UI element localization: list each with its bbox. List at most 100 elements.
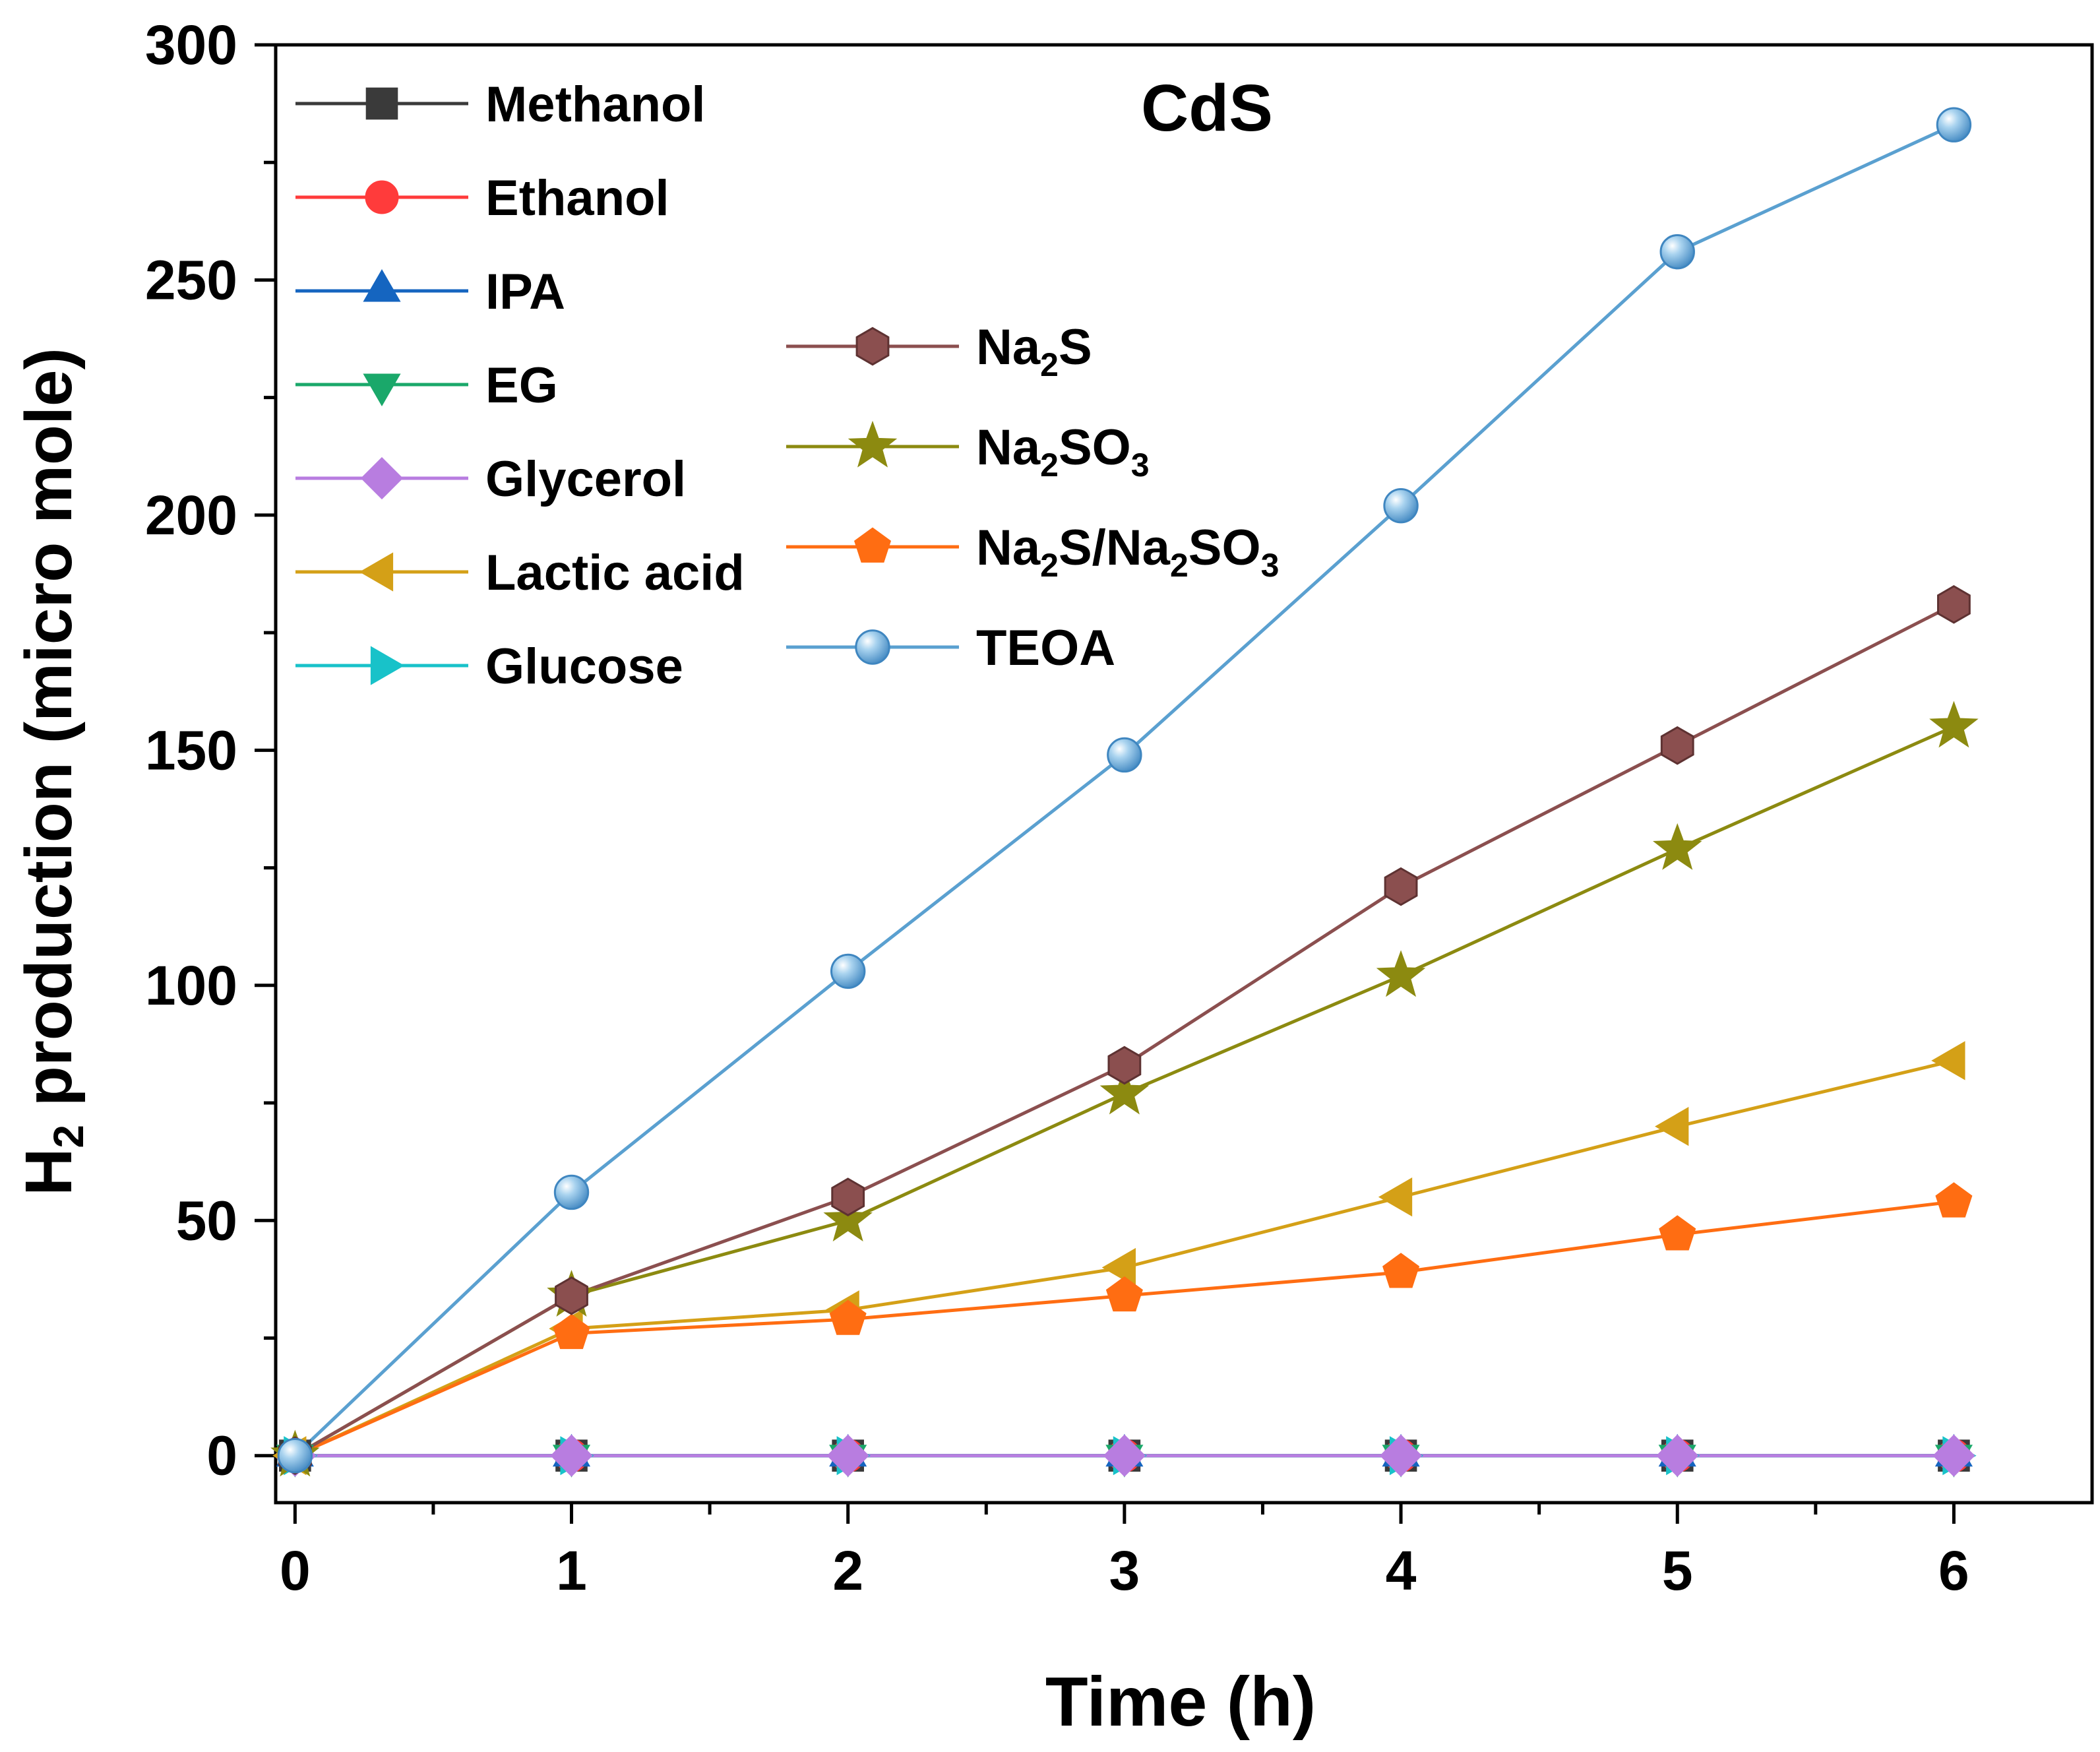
- legend-item-na2s-na2so3: Na2S/Na2SO3: [786, 520, 1279, 584]
- legend-label-part: S: [1059, 319, 1092, 375]
- legend-label-part: 3: [1261, 547, 1280, 584]
- data-point-glycerol: [1379, 1434, 1423, 1477]
- legend-label: Ethanol: [485, 170, 669, 226]
- legend-label-part: Glucose: [485, 639, 683, 695]
- x-tick-label: 0: [280, 1540, 311, 1602]
- legend-marker: [365, 87, 398, 120]
- data-point-na2s-na2so3: [829, 1299, 867, 1335]
- x-tick-label: 2: [832, 1540, 863, 1602]
- x-tick-label: 6: [1938, 1540, 1969, 1602]
- legend: Methanol Ethanol IPA EG Glycerol Lactic acid G…: [295, 77, 1279, 695]
- legend-marker: [855, 629, 890, 665]
- legend-marker: [363, 268, 401, 302]
- data-point-teoa: [1936, 107, 1972, 142]
- x-tick-label: 1: [556, 1540, 587, 1602]
- legend-item-na2so3: Na2SO3: [786, 420, 1150, 484]
- data-point-glycerol: [550, 1434, 593, 1477]
- legend-item-ethanol: Ethanol: [295, 170, 669, 226]
- data-point-lactic-acid: [1655, 1107, 1689, 1146]
- legend-marker: [848, 420, 898, 468]
- data-point-na2s: [555, 1276, 588, 1315]
- legend-item-teoa: TEOA: [786, 620, 1115, 676]
- y-axis-label-main: H: [12, 1148, 86, 1196]
- data-point-na2so3: [823, 1195, 873, 1241]
- legend-label-part: Ethanol: [485, 170, 669, 226]
- x-tick-label: 5: [1662, 1540, 1693, 1602]
- axes: 0 1 2 3 4 5 6 0 50 100 150 200 250 300: [145, 14, 2094, 1602]
- y-tick-label: 50: [176, 1189, 237, 1251]
- legend-label: Na2SO3: [976, 420, 1150, 484]
- legend-marker: [363, 373, 401, 407]
- y-axis-label: H2 production (micro mole): [12, 348, 92, 1196]
- data-point-teoa: [1383, 487, 1419, 524]
- y-tick-label: 200: [145, 484, 237, 546]
- data-point-na2s: [1107, 1046, 1142, 1085]
- legend-item-lactic-acid: Lactic acid: [295, 545, 745, 601]
- legend-item-eg: EG: [295, 358, 558, 414]
- legend-label-part: TEOA: [976, 620, 1115, 676]
- data-point-na2s: [1937, 585, 1971, 624]
- y-tick-label: 150: [145, 719, 237, 781]
- legend-item-ipa: IPA: [295, 264, 565, 320]
- y-axis-ticks: 0 50 100 150 200 250 300: [145, 14, 276, 1487]
- y-tick-label: 100: [145, 954, 237, 1017]
- y-tick-label: 250: [145, 249, 237, 311]
- y-tick-label: 0: [206, 1425, 237, 1487]
- data-point-na2s: [1384, 867, 1418, 906]
- legend-label-part: S/Na: [1059, 520, 1171, 576]
- data-point-na2so3: [1652, 823, 1702, 870]
- legend-label-part: Na: [976, 520, 1041, 576]
- legend-label: Lactic acid: [485, 545, 745, 601]
- legend-label: EG: [485, 358, 558, 414]
- legend-label-part: Lactic acid: [485, 545, 745, 601]
- data-point-glycerol: [1656, 1434, 1699, 1477]
- legend-item-na2s: Na2S: [786, 319, 1092, 383]
- series-markers: [270, 107, 1979, 1478]
- legend-label: Na2S: [976, 319, 1092, 383]
- legend-label-part: Na: [976, 319, 1041, 375]
- legend-marker: [359, 552, 394, 592]
- data-point-na2s-na2so3: [1935, 1182, 1973, 1218]
- legend-item-methanol: Methanol: [295, 77, 706, 133]
- data-point-glycerol: [826, 1434, 869, 1477]
- data-point-lactic-acid: [1101, 1247, 1136, 1288]
- legend-label-part: 2: [1040, 447, 1059, 484]
- y-axis-label-subscript: 2: [45, 1125, 92, 1148]
- legend-label: Na2S/Na2SO3: [976, 520, 1279, 584]
- legend-label: Glucose: [485, 639, 683, 695]
- legend-marker: [853, 527, 892, 563]
- data-point-glycerol: [1103, 1434, 1146, 1477]
- data-point-na2so3: [1376, 950, 1426, 997]
- data-point-na2s-na2so3: [1382, 1253, 1420, 1288]
- legend-marker: [855, 327, 890, 366]
- legend-label-part: SO: [1059, 420, 1131, 476]
- data-point-teoa: [1107, 737, 1142, 773]
- data-point-na2s-na2so3: [1105, 1276, 1143, 1312]
- data-point-glycerol: [1932, 1434, 1975, 1477]
- data-point-lactic-acid: [1378, 1177, 1413, 1217]
- legend-label: TEOA: [976, 620, 1115, 676]
- legend-label-part: SO: [1189, 520, 1261, 576]
- data-point-teoa: [830, 953, 866, 989]
- data-point-na2s: [831, 1177, 865, 1216]
- legend-label-part: 2: [1040, 547, 1059, 584]
- legend-marker: [360, 456, 404, 500]
- data-point-teoa: [553, 1174, 590, 1210]
- x-tick-label: 4: [1386, 1540, 1417, 1602]
- plot-frame: [274, 43, 2094, 1505]
- legend-label-part: 3: [1131, 447, 1150, 484]
- x-axis-label: Time (h): [1045, 1663, 1316, 1741]
- y-axis-label-rest: production (micro mole): [12, 348, 86, 1125]
- legend-label: Glycerol: [485, 451, 686, 507]
- data-point-na2s-na2so3: [1659, 1215, 1696, 1251]
- legend-label-part: 2: [1170, 547, 1189, 584]
- legend-item-glycerol: Glycerol: [295, 451, 686, 507]
- legend-label-part: Methanol: [485, 77, 706, 133]
- data-point-na2so3: [1929, 701, 1979, 748]
- data-point-teoa: [1659, 234, 1695, 270]
- legend-marker: [370, 646, 405, 685]
- x-axis-ticks: 0 1 2 3 4 5 6: [280, 1503, 1969, 1602]
- legend-label-part: 2: [1040, 346, 1059, 383]
